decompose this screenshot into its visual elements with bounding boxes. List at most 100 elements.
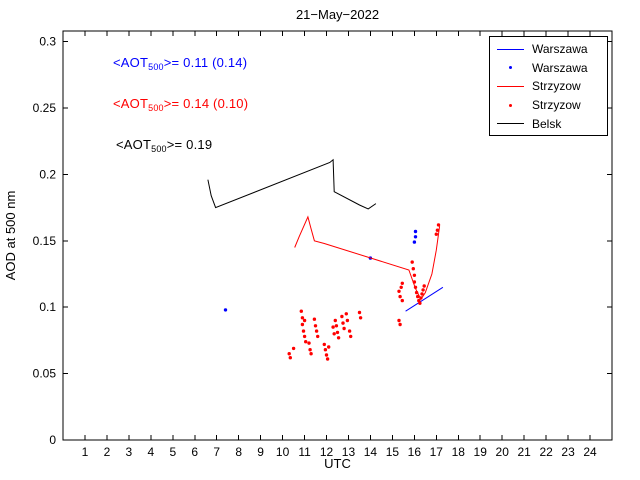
x-tick-label: 20 [496,445,510,459]
x-tick-label: 2 [104,445,111,459]
strzyzow-point [287,352,291,356]
strzyzow-point [397,289,401,293]
strzyzow-point [345,318,350,323]
strzyzow-point [414,290,419,295]
strzyzow-point [327,345,331,349]
x-tick-label: 7 [213,445,220,459]
strzyzow-point [411,267,415,271]
strzyzow-point [325,357,330,361]
legend-item-belsk-line: Belsk [490,114,607,133]
legend-label: Warszawa [532,60,588,75]
strzyzow-point [302,334,307,339]
strzyzow-point [340,314,344,319]
strzyzow-point [399,285,403,289]
x-tick-label: 6 [191,445,198,459]
strzyzow-point [435,228,440,232]
strzyzow-point [418,301,422,305]
strzyzow-point [436,223,441,227]
chart-title: 21−May−2022 [296,7,379,22]
x-tick-label: 4 [147,445,154,459]
x-tick-label: 8 [235,445,242,459]
strzyzow-point [400,298,404,303]
warszawa-point [413,229,418,234]
x-tick-label: 1 [82,445,89,459]
y-tick-label: 0.2 [39,167,56,181]
strzyzow-point [301,329,306,333]
strzyzow-point [300,322,305,327]
x-axis-label: UTC [324,456,351,471]
legend-label: Warszawa [532,42,588,57]
x-tick-label: 24 [583,445,597,459]
strzyzow-point [304,340,308,344]
legend-dot-sample-red [495,103,525,107]
strzyzow-point [291,346,296,351]
y-tick-label: 0 [49,433,56,447]
mean-aot-strzyzow-value: >= 0.14 (0.10) [163,96,249,111]
strzyzow-point [332,332,336,336]
strzyzow-point [302,318,307,323]
x-tick-label: 19 [474,445,488,459]
mean-aot-belsk-value: >= 0.19 [166,137,213,152]
legend-item-strzyzow-dots: Strzyzow [490,96,607,115]
x-tick-label: 10 [276,445,290,459]
strzyzow-point [299,309,303,313]
legend-item-warszawa-dots: Warszawa [490,59,607,78]
belsk-line [207,158,377,210]
strzyzow-point [344,312,348,316]
legend-item-warszawa-line: Warszawa [490,40,607,59]
mean-aot-belsk-prefix: <AOT [116,137,152,152]
x-tick-label: 18 [452,445,466,459]
strzyzow-point [307,341,311,345]
warszawa-point [223,308,228,312]
strzyzow-point [397,318,401,323]
legend-line-sample-black [495,123,525,125]
plot-box [62,30,613,441]
strzyzow-point [398,294,402,299]
strzyzow-point [398,322,402,327]
warszawa-line [405,286,444,312]
strzyzow-point [336,336,341,340]
strzyzow-point [335,330,340,335]
strzyzow-point [312,317,317,321]
x-tick-label: 23 [561,445,575,459]
strzyzow-point [333,318,337,323]
strzyzow-point [314,329,319,333]
y-tick-label: 0.15 [33,234,57,248]
legend-item-strzyzow-line: Strzyzow [490,77,607,96]
strzyzow-point [410,260,414,264]
strzyzow-point [420,292,424,296]
legend: Warszawa Warszawa Strzyzow Strzyzow Bels… [489,36,608,136]
strzyzow-point [412,273,417,277]
y-tick-label: 0.3 [39,35,56,49]
strzyzow-point [400,281,404,285]
strzyzow-point [347,329,352,333]
strzyzow-point [313,324,318,328]
mean-aot-strzyzow: <AOT500>= 0.14 (0.10) [113,96,248,113]
strzyzow-point [413,285,418,289]
strzyzow-point [288,356,292,360]
y-tick-label: 0.25 [33,101,57,115]
strzyzow-point [342,326,346,331]
x-tick-label: 15 [386,445,400,459]
x-tick-label: 22 [539,445,553,459]
warszawa-point [412,240,417,244]
strzyzow-point [416,294,420,299]
strzyzow-point [421,288,425,292]
strzyzow-point [341,321,345,325]
mean-aot-belsk-sub: 500 [151,144,167,154]
strzyzow-point [412,280,417,284]
strzyzow-point [322,342,326,347]
x-tick-label: 12 [320,445,334,459]
warszawa-point [413,235,418,239]
x-tick-label: 14 [364,445,378,459]
y-tick-label: 0.1 [39,300,56,314]
mean-aot-strzyzow-sub: 500 [148,103,164,113]
mean-aot-strzyzow-prefix: <AOT [113,96,149,111]
y-axis-label: AOD at 500 nm [3,191,18,281]
strzyzow-point [324,353,329,357]
strzyzow-point [300,316,305,320]
strzyzow-point [316,334,320,339]
strzyzow-point [434,232,438,236]
legend-dot-sample-blue [495,66,525,70]
strzyzow-point [419,296,423,300]
